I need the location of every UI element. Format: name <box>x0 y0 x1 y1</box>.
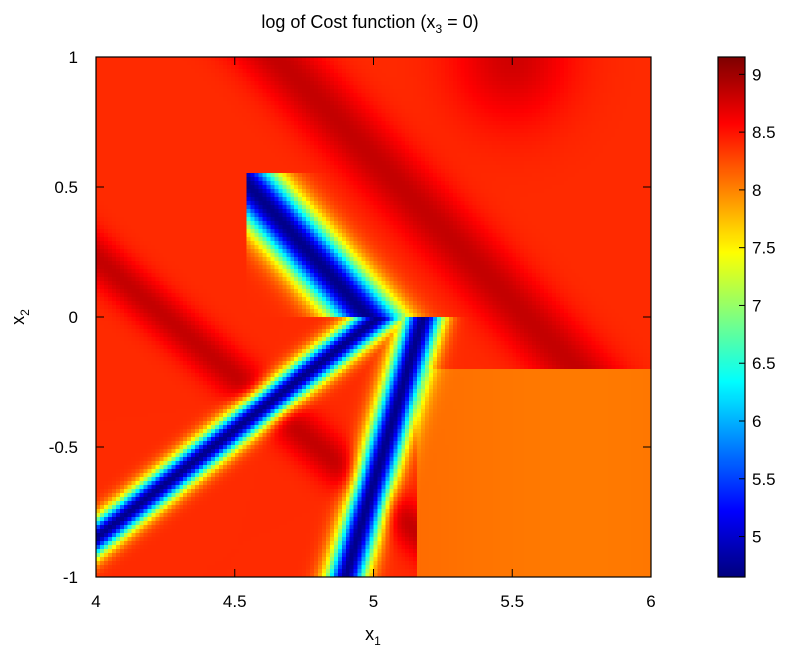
chart-title: log of Cost function (x3 = 0) <box>261 12 478 36</box>
y-tick-label: 1 <box>69 48 78 67</box>
x-axis-label: x1 <box>365 624 381 647</box>
x-tick-label: 4.5 <box>223 592 247 611</box>
y-axis-label: x2 <box>8 309 32 325</box>
x-tick-label: 5 <box>369 592 378 611</box>
colorbar-tick-label: 5 <box>752 528 761 547</box>
y-tick-label: 0 <box>69 308 78 327</box>
colorbar-tick-label: 7 <box>752 296 761 315</box>
y-tick-label: -0.5 <box>49 438 78 457</box>
heatmap-plot <box>96 57 651 577</box>
x-tick-label: 6 <box>646 592 655 611</box>
y-tick-label: 0.5 <box>54 178 78 197</box>
colorbar-tick-label: 6.5 <box>752 354 776 373</box>
colorbar-tick-label: 7.5 <box>752 239 776 258</box>
colorbar-tick-label: 5.5 <box>752 470 776 489</box>
colorbar-tick-label: 9 <box>752 65 761 84</box>
colorbar <box>718 57 745 577</box>
x-axis-ticks: 4 4.5 5 5.5 6 <box>91 592 655 611</box>
colorbar-ticks: 5 5.5 6 6.5 7 7.5 8 8.5 9 <box>752 65 776 546</box>
colorbar-tick-label: 6 <box>752 412 761 431</box>
x-tick-label: 4 <box>91 592 100 611</box>
y-tick-label: -1 <box>63 568 78 587</box>
colorbar-tick-label: 8 <box>752 181 761 200</box>
x-tick-label: 5.5 <box>500 592 524 611</box>
y-axis-ticks: -1 -0.5 0 0.5 1 <box>49 48 78 587</box>
colorbar-tick-label: 8.5 <box>752 123 776 142</box>
